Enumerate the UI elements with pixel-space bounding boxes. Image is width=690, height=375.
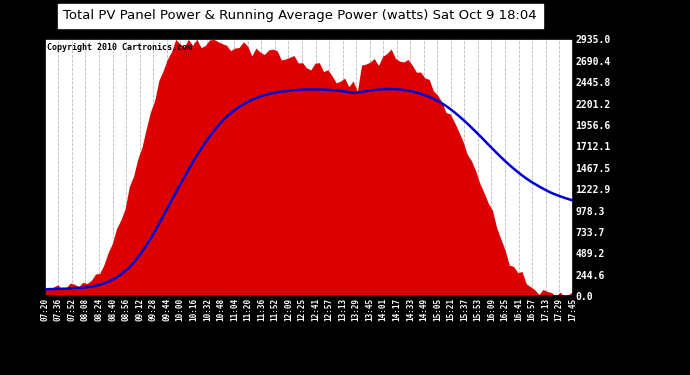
- Text: Total PV Panel Power & Running Average Power (watts) Sat Oct 9 18:04: Total PV Panel Power & Running Average P…: [63, 9, 537, 22]
- Text: Copyright 2010 Cartronics.com: Copyright 2010 Cartronics.com: [48, 43, 193, 52]
